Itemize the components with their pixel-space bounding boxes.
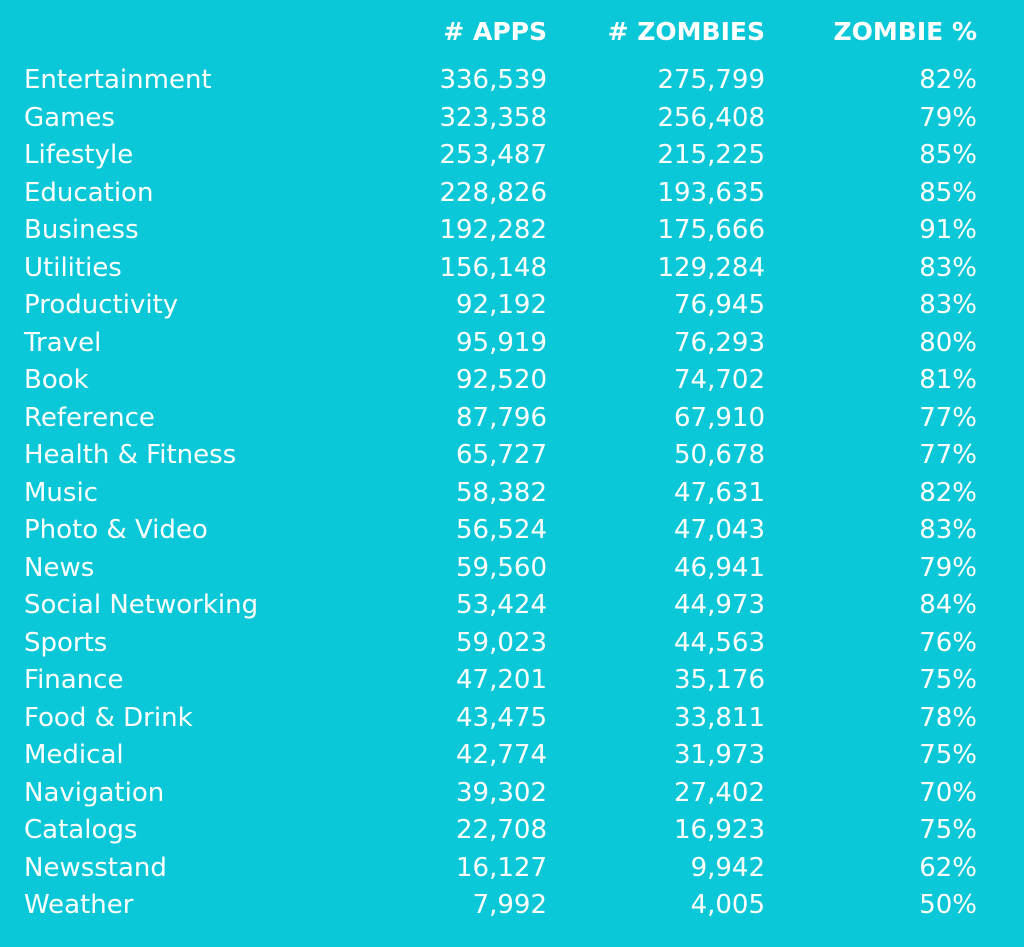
value-cell: 22,708 [456,815,547,845]
value-cell: 53,424 [456,590,547,620]
value-cell: 78% [919,702,977,733]
value-cell: 77% [919,402,977,433]
category-cell: Social Networking [24,590,259,620]
value-cell: 80% [919,327,977,358]
value-cell: 82% [919,477,977,508]
value-cell: 76,293 [674,327,765,358]
value-cell: 67,910 [674,402,765,433]
value-cell: 46,941 [674,552,765,583]
column-header: # APPS [443,17,547,46]
value-cell: 156,148 [439,252,547,283]
value-cell: 75% [919,815,977,845]
value-cell: 256,408 [657,102,765,133]
category-cell: Utilities [24,252,122,283]
value-cell: 253,487 [439,140,547,170]
value-cell: 215,225 [657,140,765,170]
value-cell: 44,563 [674,627,765,658]
value-cell: 4,005 [690,890,765,920]
value-cell: 16,923 [674,815,765,845]
value-cell: 50,678 [674,440,765,470]
value-cell: 44,973 [674,590,765,620]
value-cell: 83% [919,252,977,283]
value-cell: 65,727 [456,440,547,470]
value-cell: 31,973 [674,740,765,770]
category-cell: Catalogs [24,815,138,845]
value-cell: 33,811 [674,702,765,733]
value-cell: 47,201 [456,665,547,695]
value-cell: 27,402 [674,777,765,808]
category-cell: Education [24,177,154,208]
value-cell: 85% [919,177,977,208]
value-cell: 129,284 [657,252,765,283]
value-cell: 76% [919,627,977,658]
value-cell: 74,702 [674,365,765,395]
column-header: # ZOMBIES [607,17,765,46]
category-cell: Book [24,365,89,395]
value-cell: 39,302 [456,777,547,808]
category-cell: Music [24,477,98,508]
value-cell: 16,127 [456,852,547,883]
value-cell: 47,631 [674,477,765,508]
value-cell: 87,796 [456,402,547,433]
value-cell: 275,799 [657,65,765,95]
category-cell: Food & Drink [24,702,193,733]
value-cell: 79% [919,102,977,133]
category-cell: Lifestyle [24,140,134,170]
value-cell: 95,919 [456,327,547,358]
value-cell: 62% [919,852,977,883]
value-cell: 83% [919,515,977,545]
category-cell: News [24,552,95,583]
category-cell: Travel [24,327,102,358]
value-cell: 85% [919,140,977,170]
value-cell: 92,520 [456,365,547,395]
category-cell: Entertainment [24,65,212,95]
value-cell: 228,826 [439,177,547,208]
value-cell: 56,524 [456,515,547,545]
category-cell: Photo & Video [24,515,208,545]
value-cell: 83% [919,290,977,320]
value-cell: 84% [919,590,977,620]
category-cell: Medical [24,740,124,770]
value-cell: 7,992 [472,890,547,920]
category-cell: Productivity [24,290,179,320]
value-cell: 76,945 [674,290,765,320]
value-cell: 79% [919,552,977,583]
value-cell: 336,539 [439,65,547,95]
value-cell: 92,192 [456,290,547,320]
value-cell: 47,043 [674,515,765,545]
value-cell: 42,774 [456,740,547,770]
category-cell: Business [24,215,139,245]
value-cell: 50% [919,890,977,920]
value-cell: 81% [919,365,977,395]
value-cell: 192,282 [439,215,547,245]
category-cell: Weather [24,890,134,920]
category-cell: Navigation [24,777,165,808]
value-cell: 58,382 [456,477,547,508]
value-cell: 59,560 [456,552,547,583]
value-cell: 75% [919,665,977,695]
value-cell: 35,176 [674,665,765,695]
category-cell: Health & Fitness [24,440,237,470]
value-cell: 59,023 [456,627,547,658]
value-cell: 75% [919,740,977,770]
category-cell: Sports [24,627,108,658]
category-cell: Newsstand [24,852,167,883]
value-cell: 323,358 [439,102,547,133]
value-cell: 91% [919,215,977,245]
value-cell: 82% [919,65,977,95]
value-cell: 77% [919,440,977,470]
category-cell: Finance [24,665,124,695]
column-header: ZOMBIE % [833,17,977,46]
category-cell: Games [24,102,115,133]
value-cell: 43,475 [456,702,547,733]
value-cell: 9,942 [690,852,765,883]
value-cell: 193,635 [657,177,765,208]
value-cell: 175,666 [657,215,765,245]
value-cell: 70% [919,777,977,808]
category-cell: Reference [24,402,155,433]
